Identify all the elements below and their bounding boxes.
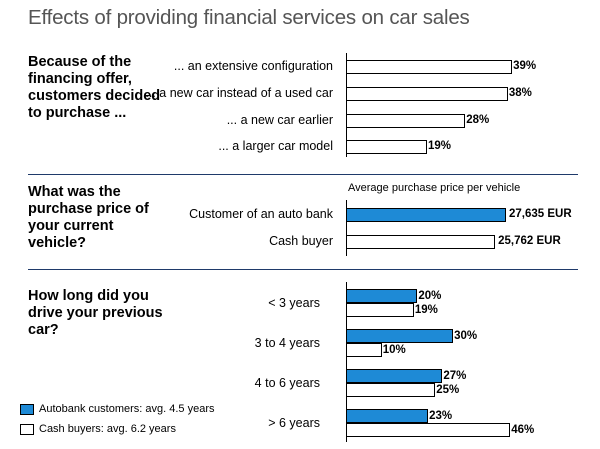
category-label: ... a new car instead of a used car xyxy=(145,86,333,100)
value-label: 27,635 EUR xyxy=(509,208,572,220)
category-label: < 3 years xyxy=(268,296,320,310)
category-label: ... an extensive configuration xyxy=(173,59,333,73)
section-1-question: Because of the financing offer, customer… xyxy=(28,54,161,121)
legend-cash-label: Cash buyers: avg. 6.2 years xyxy=(39,423,176,435)
category-label: Cash buyer xyxy=(269,234,333,248)
bar xyxy=(346,208,506,222)
axis-section-2 xyxy=(346,200,347,256)
category-label: > 6 years xyxy=(268,416,320,430)
bar xyxy=(346,235,496,249)
category-label: ... a new car earlier xyxy=(226,113,333,127)
value-label: 30% xyxy=(454,330,478,342)
chart-title: Effects of providing financial services … xyxy=(28,6,470,29)
value-label: 20% xyxy=(418,290,442,302)
value-label: 38% xyxy=(508,87,532,99)
bar xyxy=(346,423,511,437)
bar xyxy=(346,303,414,317)
axis-section-3 xyxy=(346,282,347,442)
price-subtitle: Average purchase price per vehicle xyxy=(348,182,521,194)
section-3-question: How long did you drive your previous car… xyxy=(28,288,163,338)
value-label: 46% xyxy=(511,424,535,436)
bar xyxy=(346,140,427,154)
axis-section-1 xyxy=(346,53,347,157)
legend-cash: Cash buyers: avg. 6.2 years xyxy=(20,423,176,435)
bar xyxy=(346,289,418,303)
legend-autobank: Autobank customers: avg. 4.5 years xyxy=(20,403,214,415)
value-label: 27% xyxy=(443,370,467,382)
legend-autobank-swatch xyxy=(20,403,34,415)
value-label: 19% xyxy=(414,304,438,316)
bar xyxy=(346,409,429,423)
value-label: 10% xyxy=(382,344,406,356)
section-2-question: What was the purchase price of your curr… xyxy=(28,184,149,251)
legend-autobank-label: Autobank customers: avg. 4.5 years xyxy=(39,403,215,415)
value-label: 25,762 EUR xyxy=(498,235,561,247)
bar xyxy=(346,329,454,343)
legend-cash-swatch xyxy=(20,423,34,435)
category-label: 4 to 6 years xyxy=(254,376,320,390)
category-label: 3 to 4 years xyxy=(254,336,320,350)
bar xyxy=(346,369,443,383)
divider-2 xyxy=(28,269,578,270)
value-label: 39% xyxy=(513,60,537,72)
bar xyxy=(346,114,466,128)
value-label: 25% xyxy=(436,384,460,396)
divider-1 xyxy=(28,174,578,175)
value-label: 23% xyxy=(429,410,453,422)
value-label: 28% xyxy=(466,114,490,126)
bar xyxy=(346,60,513,74)
bar xyxy=(346,87,508,101)
bar xyxy=(346,343,382,357)
category-label: Customer of an auto bank xyxy=(189,207,333,221)
bar xyxy=(346,383,436,397)
value-label: 19% xyxy=(427,140,451,152)
category-label: ... a larger car model xyxy=(218,139,333,153)
